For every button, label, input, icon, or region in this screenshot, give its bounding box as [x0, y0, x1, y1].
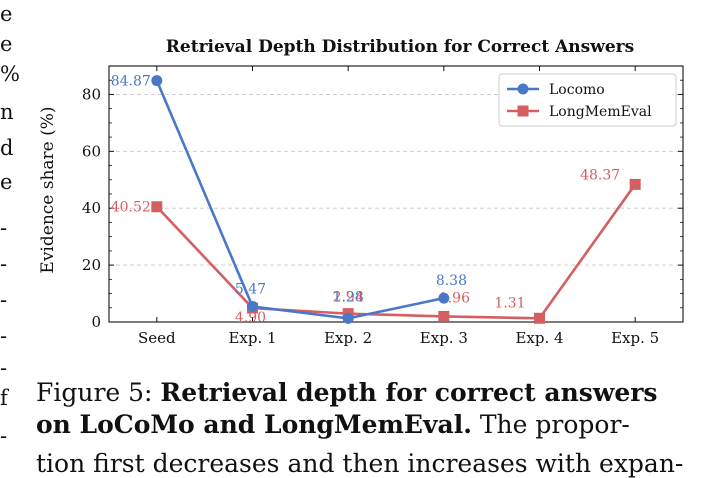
data-point-locomo [438, 292, 450, 304]
caption-bold-title-line-2: on LoCoMo and LongMemEval. [36, 410, 472, 439]
left-column-fragment: e [0, 32, 13, 56]
caption-bold-title-line-1: Retrieval depth for correct answers [160, 378, 658, 407]
x-tick-label: Exp. 1 [228, 329, 276, 347]
data-label-longmemeval: 2.94 [333, 290, 364, 306]
data-label-locomo: 1.28 [333, 289, 364, 305]
x-tick-label: Exp. 2 [324, 329, 372, 347]
figure-caption-line-3: tion first decreases and then increases … [36, 449, 684, 478]
legend-marker-square [517, 105, 529, 117]
x-tick-label: Exp. 4 [515, 329, 563, 347]
figure-caption-line-1: Figure 5: Retrieval depth for correct an… [36, 378, 716, 407]
series-line-locomo [155, 80, 445, 320]
data-point-longmemeval [151, 201, 163, 213]
left-column-fragment: - [0, 288, 8, 312]
data-label-locomo: 8.38 [436, 273, 467, 289]
legend-box [498, 73, 677, 127]
data-point-locomo [247, 300, 258, 312]
figure-caption-line-2: on LoCoMo and LongMemEval. The propor- [36, 410, 716, 439]
plot-area: 0 20 40 60 80 Seed Exp. 1 Exp. 2 Exp. 3 Exp. 4 Exp… [82, 65, 684, 347]
left-column-fragment: - [0, 216, 8, 240]
figure-label: Figure 5: [36, 378, 153, 407]
data-label-longmemeval: 4.90 [235, 310, 266, 326]
data-label-longmemeval: 48.37 [580, 167, 620, 183]
y-tick-label: 40 [82, 199, 101, 217]
line-chart: Retrieval Depth Distribution for Correct… [38, 37, 684, 347]
caption-text-line-2: The propor- [471, 410, 630, 439]
x-tick-label: Exp. 5 [611, 329, 659, 347]
left-column-fragment: e [0, 2, 13, 26]
left-column-fragment: - [0, 356, 8, 380]
left-column-fragment: d [0, 136, 14, 160]
data-point-locomo [342, 312, 354, 324]
x-tick-label: Exp. 3 [420, 329, 468, 347]
left-column-fragment: f [0, 386, 8, 410]
chart-title: Retrieval Depth Distribution for Correct… [166, 37, 634, 57]
data-point-longmemeval [438, 310, 450, 322]
y-tick-label: 0 [91, 313, 101, 331]
data-point-longmemeval [534, 312, 545, 324]
y-tick-label: 20 [82, 256, 101, 274]
legend-label: Locomo [549, 82, 605, 98]
legend-label: LongMemEval [549, 104, 652, 120]
data-label-longmemeval: 40.52 [111, 200, 151, 216]
left-column-fragment: - [0, 324, 8, 348]
chart-legend: Locomo LongMemEval [498, 73, 677, 127]
data-label-locomo: 84.87 [111, 74, 151, 90]
series-line-longmemeval [155, 183, 637, 320]
y-axis-label: Evidence share (%) [38, 106, 58, 273]
left-column-fragment: e [0, 170, 13, 194]
left-column-fragment: - [0, 252, 8, 276]
y-tick-label: 80 [82, 85, 101, 103]
data-point-longmemeval [629, 178, 641, 190]
data-point-locomo [151, 75, 163, 87]
left-column-fragment: - [0, 424, 8, 448]
left-column-fragment: % [0, 62, 20, 86]
data-label-longmemeval: 1.31 [494, 295, 525, 311]
y-tick-label: 60 [82, 142, 101, 160]
data-label-locomo: 5.47 [235, 281, 266, 297]
x-tick-label: Seed [138, 329, 176, 347]
left-column-fragment: n [0, 100, 14, 124]
legend-marker-circle [517, 83, 529, 95]
